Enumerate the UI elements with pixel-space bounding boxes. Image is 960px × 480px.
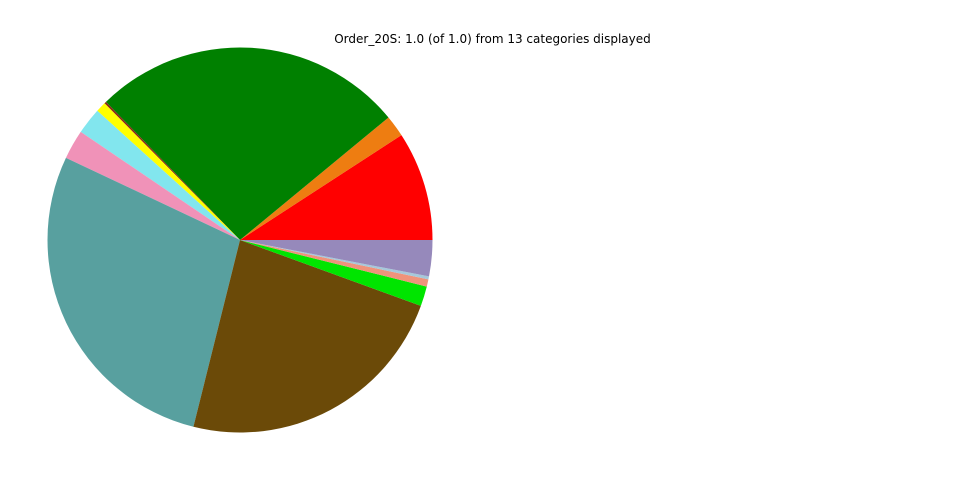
pie-slice-purple-slice: [240, 240, 433, 277]
pie-slice-dark-green-slice: [105, 47, 389, 240]
pie-slice-red-slice: [240, 135, 433, 240]
pie-wedges: [47, 47, 433, 433]
chart-title: Order_20S: 1.0 (of 1.0) from 13 categori…: [334, 32, 651, 46]
pie-slice-teal-slice: [47, 157, 240, 427]
pie-slice-yellow-slice: [97, 103, 240, 241]
pie-slice-dark-red-sliver: [104, 101, 241, 241]
pie-slice-salmon-sliver: [240, 240, 429, 287]
pie-slice-orange-slice: [240, 117, 402, 240]
pie-slice-brown-slice: [193, 240, 421, 433]
pie-slice-light-blue-sliver: [240, 240, 430, 280]
pie-slice-light-cyan-slice: [80, 110, 240, 240]
pie-slice-bright-green-slice: [240, 240, 427, 306]
pie-slice-pink-slice: [65, 131, 241, 240]
